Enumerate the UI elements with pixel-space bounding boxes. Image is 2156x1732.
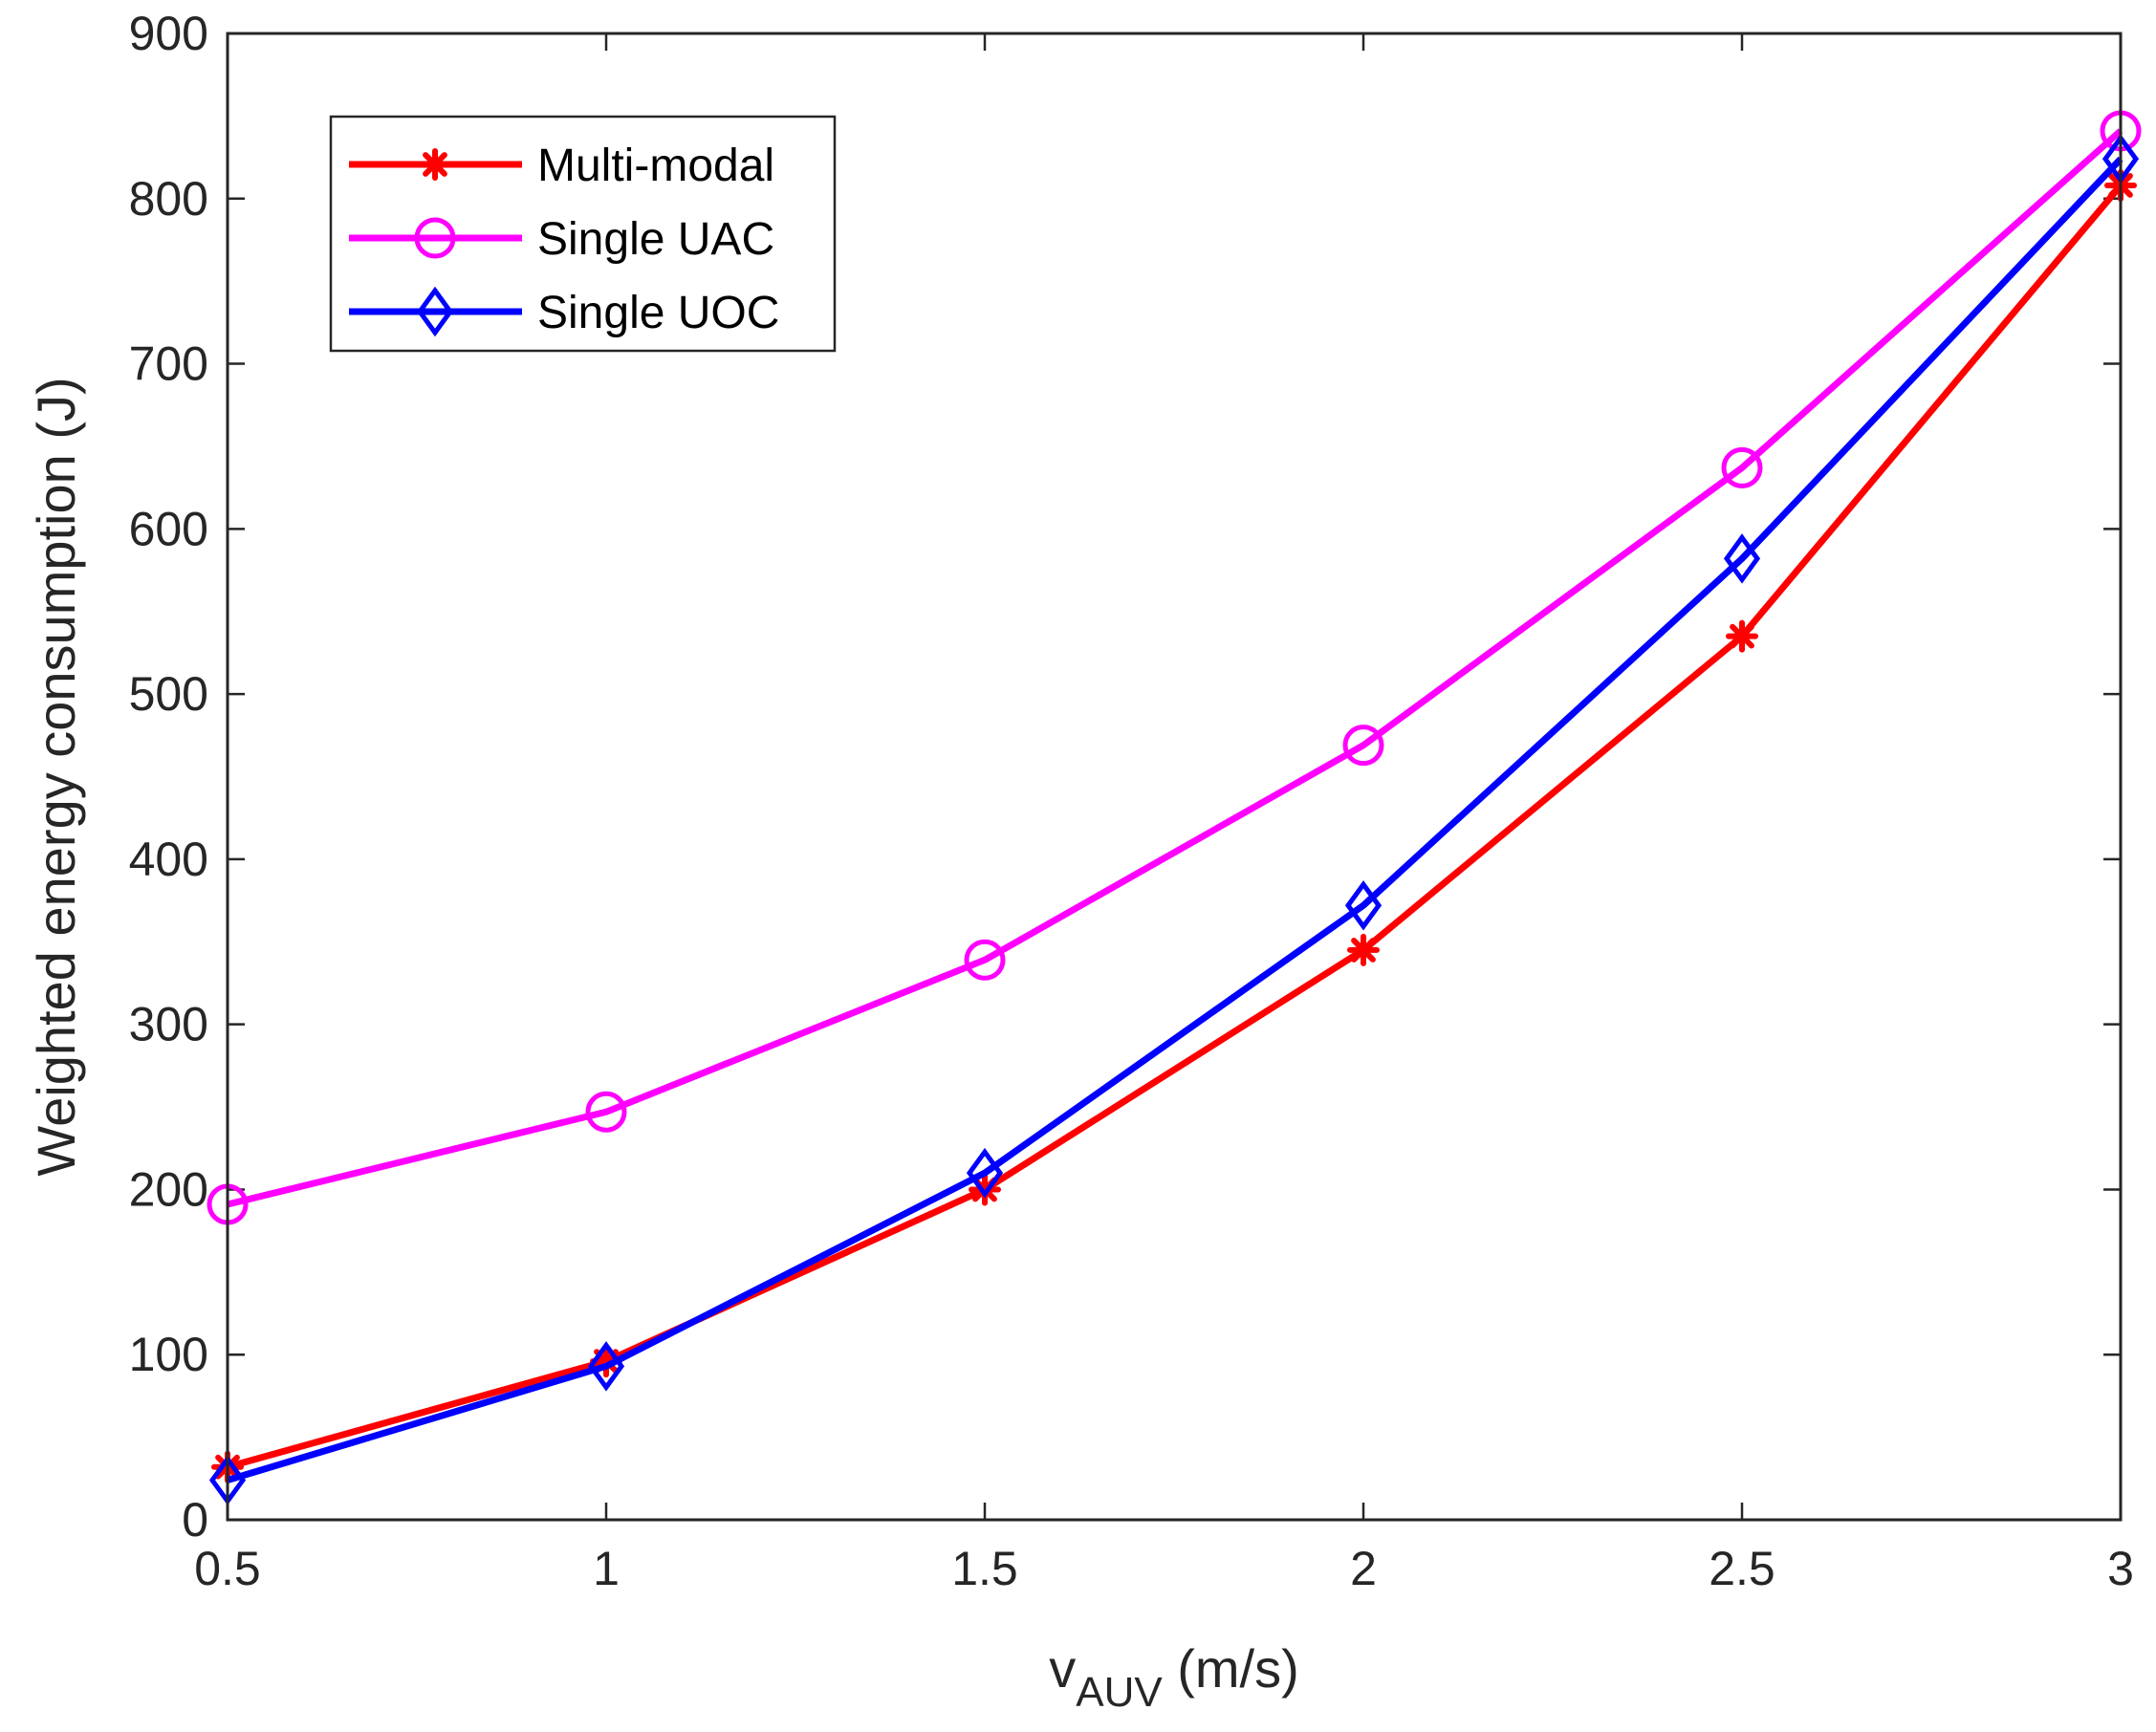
series-1-point-3 — [1342, 725, 1384, 767]
y-tick-label: 300 — [129, 998, 208, 1051]
y-tick-label: 900 — [129, 7, 208, 60]
legend: Multi-modal Single UAC Single UOC — [329, 115, 837, 353]
plot-frame — [226, 32, 2123, 1522]
series-layer — [207, 110, 2142, 1505]
legend-label-1: Single UAC — [537, 214, 774, 265]
asterisk-stroke — [1351, 938, 1376, 963]
tick-labels: 0.5 1 1.5 2 2.5 3 0 100 200 300 400 500 600 700 800 900 — [129, 7, 2134, 1595]
series-1-point-2 — [964, 939, 1006, 981]
y-tick-label: 200 — [129, 1162, 208, 1216]
series-0-point-4 — [1726, 619, 1758, 653]
y-tick-label: 700 — [129, 337, 208, 391]
y-axis-label: Weighted energy consumption (J) — [26, 377, 86, 1176]
series-1-point-4 — [1721, 446, 1763, 488]
x-axis-label-main: v — [1049, 1638, 1076, 1699]
series-2-point-3 — [1344, 880, 1383, 931]
series-0-point-3 — [1347, 933, 1380, 966]
asterisk-stroke — [423, 152, 447, 177]
y-tick-label: 800 — [129, 172, 208, 226]
series-line-0 — [227, 183, 2123, 1471]
x-axis-label: vAUV (m/s) — [1049, 1638, 1299, 1716]
x-tick-label: 2 — [1350, 1542, 1377, 1595]
series-line-1 — [227, 128, 2123, 1208]
x-tick-label: 2.5 — [1709, 1542, 1775, 1595]
series-1-point-1 — [585, 1091, 627, 1133]
legend-label-0: Multi-modal — [537, 141, 774, 191]
y-tick-label: 500 — [129, 667, 208, 721]
x-tick-label: 1 — [593, 1542, 620, 1595]
x-axis-label-unit: (m/s) — [1163, 1638, 1299, 1699]
x-tick-label: 0.5 — [194, 1542, 261, 1595]
y-tick-label: 600 — [129, 502, 208, 555]
legend-marker-0 — [419, 148, 451, 181]
legend-marker-2 — [416, 286, 454, 337]
x-tick-label: 1.5 — [951, 1542, 1018, 1595]
legend-label-2: Single UOC — [537, 288, 779, 338]
y-tick-label: 100 — [129, 1328, 208, 1381]
series-2-point-4 — [1723, 533, 1761, 584]
series-2-point-1 — [587, 1341, 625, 1392]
legend-box — [329, 115, 837, 353]
series-line-2 — [226, 156, 2123, 1483]
series-2-point-2 — [966, 1147, 1004, 1199]
x-axis-label-subscript: AUV — [1076, 1669, 1163, 1716]
y-tick-label: 400 — [129, 833, 208, 886]
asterisk-stroke — [1730, 623, 1754, 649]
legend-marker-1 — [414, 217, 456, 259]
x-tick-label: 3 — [2107, 1542, 2134, 1595]
y-tick-label: 0 — [182, 1493, 208, 1547]
